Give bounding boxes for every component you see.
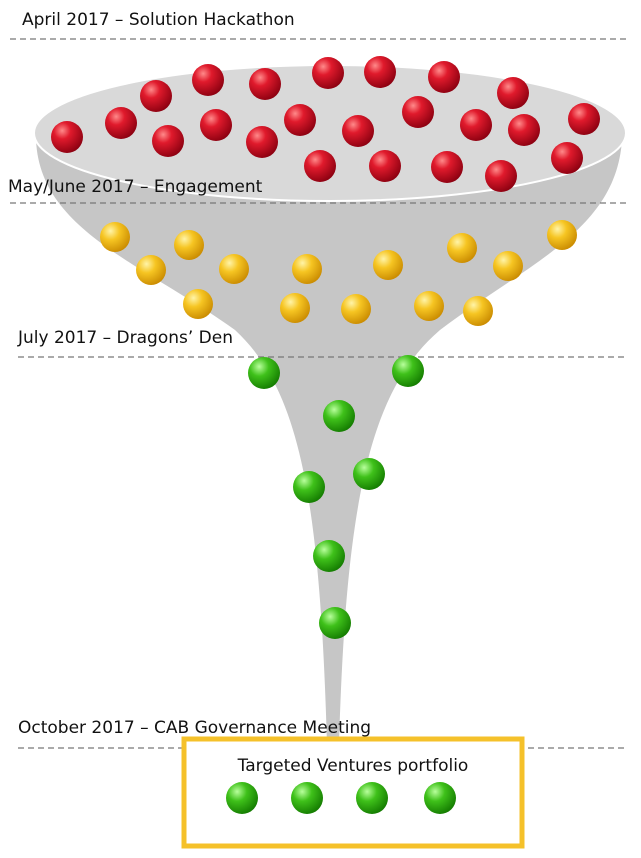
red-ball — [105, 107, 137, 139]
stage-label: April 2017 – Solution Hackathon — [22, 10, 295, 30]
yellow-ball — [183, 289, 213, 319]
green-ball — [248, 357, 280, 389]
red-ball — [497, 77, 529, 109]
red-ball — [485, 160, 517, 192]
green-ball — [293, 471, 325, 503]
red-ball — [200, 109, 232, 141]
red-ball — [140, 80, 172, 112]
red-ball — [284, 104, 316, 136]
green-ball — [226, 782, 258, 814]
green-ball — [356, 782, 388, 814]
red-ball — [402, 96, 434, 128]
red-ball — [152, 125, 184, 157]
red-ball — [568, 103, 600, 135]
red-ball — [431, 151, 463, 183]
red-ball — [508, 114, 540, 146]
green-ball — [424, 782, 456, 814]
red-ball — [246, 126, 278, 158]
yellow-ball — [547, 220, 577, 250]
yellow-ball — [493, 251, 523, 281]
red-ball — [551, 142, 583, 174]
yellow-ball — [447, 233, 477, 263]
portfolio-title: Targeted Ventures portfolio — [237, 756, 469, 776]
yellow-ball — [373, 250, 403, 280]
red-ball — [428, 61, 460, 93]
yellow-ball — [280, 293, 310, 323]
green-ball — [319, 607, 351, 639]
red-ball — [342, 115, 374, 147]
yellow-ball — [341, 294, 371, 324]
red-ball — [304, 150, 336, 182]
yellow-ball — [100, 222, 130, 252]
red-ball — [192, 64, 224, 96]
red-ball — [51, 121, 83, 153]
green-ball — [392, 355, 424, 387]
red-ball — [369, 150, 401, 182]
yellow-ball — [292, 254, 322, 284]
red-ball — [460, 109, 492, 141]
green-ball — [313, 540, 345, 572]
yellow-ball — [219, 254, 249, 284]
green-ball — [323, 400, 355, 432]
yellow-ball — [414, 291, 444, 321]
yellow-ball — [463, 296, 493, 326]
green-ball — [291, 782, 323, 814]
stage-label: October 2017 – CAB Governance Meeting — [18, 718, 371, 738]
green-ball — [353, 458, 385, 490]
yellow-ball — [136, 255, 166, 285]
stage-label: May/June 2017 – Engagement — [8, 177, 263, 197]
red-ball — [249, 68, 281, 100]
yellow-ball — [174, 230, 204, 260]
stage-label: July 2017 – Dragons’ Den — [17, 328, 233, 348]
red-ball — [364, 56, 396, 88]
funnel-diagram: April 2017 – Solution Hackathon May/June… — [0, 0, 641, 858]
red-ball — [312, 57, 344, 89]
